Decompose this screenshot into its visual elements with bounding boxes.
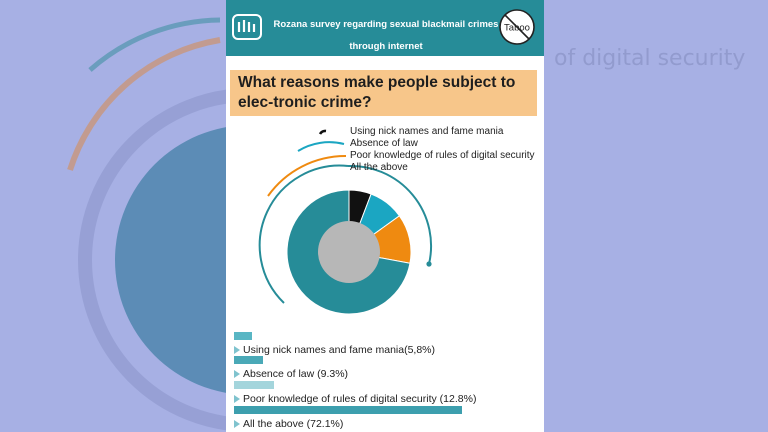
header-title: Rozana survey regarding sexual blackmail… — [273, 19, 499, 52]
legend-label-law: Absence of law — [350, 138, 419, 149]
background-right: of digital security — [544, 0, 768, 432]
donut-hole — [318, 221, 380, 283]
legend-arc-all-dot — [426, 261, 432, 267]
taboo-badge: Taboo — [499, 9, 535, 45]
bar-label-all: All the above (72.1%) — [243, 418, 344, 430]
bar-row: Absence of law (9.3%) — [234, 356, 534, 380]
triangle-icon — [234, 346, 240, 355]
triangle-icon — [234, 370, 240, 379]
legend-arc-all-end — [347, 164, 432, 265]
bar-label-nicknames: Using nick names and fame mania(5,8%) — [243, 344, 436, 356]
bar-label-law: Absence of law (9.3%) — [243, 368, 349, 380]
bar-nicknames — [234, 332, 253, 340]
infographic-panel: Rozana survey regarding sexual blackmail… — [226, 0, 544, 432]
bar-all — [234, 406, 462, 414]
question-title: What reasons make people subject to elec… — [238, 74, 516, 111]
legend-arc-law — [297, 141, 345, 152]
bar-list: Using nick names and fame mania(5,8%) Ab… — [226, 326, 544, 432]
legend-arc-all — [258, 164, 349, 304]
bar-row: Poor knowledge of rules of digital secur… — [234, 381, 534, 405]
legend-label-all: All the above — [350, 162, 408, 173]
legend-label-nicknames: Using nick names and fame mania — [350, 126, 504, 137]
taboo-badge-label: Taboo — [504, 23, 530, 34]
bar-label-row: Absence of law (9.3%) — [234, 368, 348, 380]
bar-security — [234, 381, 275, 389]
triangle-icon — [234, 420, 240, 429]
legend-label-security: Poor knowledge of rules of digital secur… — [350, 150, 535, 161]
header: Rozana survey regarding sexual blackmail… — [226, 0, 544, 56]
rozana-logo-icon — [232, 14, 262, 40]
bar-label-row: Poor knowledge of rules of digital secur… — [234, 393, 476, 405]
question-box: What reasons make people subject to elec… — [230, 70, 537, 116]
bar-law — [234, 356, 264, 364]
donut-chart: Using nick names and fame mania Absence … — [258, 126, 535, 315]
legend-arc-security — [267, 154, 347, 197]
bar-row: All the above (72.1%) — [234, 406, 534, 430]
legend-arc-nicknames — [318, 129, 327, 135]
bar-label-row: Using nick names and fame mania(5,8%) — [234, 344, 435, 356]
bar-label-row: All the above (72.1%) — [234, 418, 343, 430]
triangle-icon — [234, 395, 240, 404]
background-decor — [67, 17, 226, 431]
bar-label-security: Poor knowledge of rules of digital secur… — [243, 393, 477, 405]
bar-row: Using nick names and fame mania(5,8%) — [234, 332, 534, 356]
background-ghost-text: of digital security — [554, 46, 746, 71]
background-left — [0, 0, 226, 432]
